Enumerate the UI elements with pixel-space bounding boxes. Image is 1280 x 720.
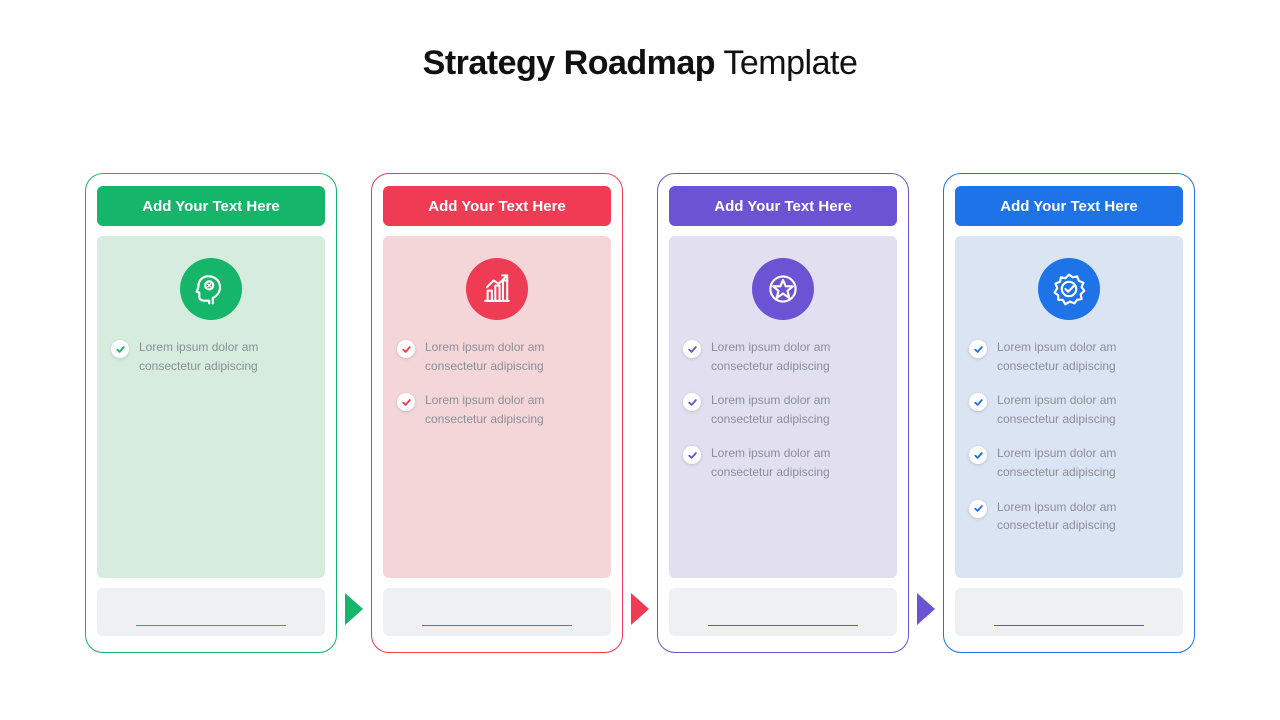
list-item: Lorem ipsum dolor am consectetur adipisc…: [969, 391, 1169, 428]
head-idea-icon: [180, 258, 242, 320]
bullet-text: Lorem ipsum dolor am consectetur adipisc…: [997, 338, 1169, 375]
connector-arrow-icon: [917, 593, 935, 625]
list-item: Lorem ipsum dolor am consectetur adipisc…: [969, 498, 1169, 535]
check-icon: [969, 340, 987, 358]
bullet-text: Lorem ipsum dolor am consectetur adipisc…: [997, 391, 1169, 428]
bullet-list: Lorem ipsum dolor am consectetur adipisc…: [969, 338, 1169, 551]
footer-underline: [708, 625, 858, 626]
slide-title: Strategy Roadmap Template: [0, 44, 1280, 83]
list-item: Lorem ipsum dolor am consectetur adipisc…: [111, 338, 311, 375]
card-frame: Add Your Text Here Lorem ipsum dolor am c…: [943, 173, 1195, 653]
connector-arrow-icon: [631, 593, 649, 625]
card-footer: [97, 588, 325, 636]
card-header: Add Your Text Here: [955, 186, 1183, 226]
card: Add Your Text Here Lorem ipsum dolor am c…: [85, 173, 337, 653]
check-icon: [397, 340, 415, 358]
list-item: Lorem ipsum dolor am consectetur adipisc…: [397, 391, 597, 428]
check-icon: [683, 393, 701, 411]
card: Add Your Text Here Lorem ipsum dolor am c…: [943, 173, 1195, 653]
card-body: Lorem ipsum dolor am consectetur adipisc…: [955, 236, 1183, 578]
bullet-text: Lorem ipsum dolor am consectetur adipisc…: [425, 338, 597, 375]
bullet-text: Lorem ipsum dolor am consectetur adipisc…: [425, 391, 597, 428]
footer-underline: [136, 625, 286, 626]
card-body: Lorem ipsum dolor am consectetur adipisc…: [97, 236, 325, 578]
bullet-text: Lorem ipsum dolor am consectetur adipisc…: [139, 338, 311, 375]
check-icon: [683, 340, 701, 358]
card: Add Your Text Here Lorem ipsum dolor am c…: [657, 173, 909, 653]
bullet-list: Lorem ipsum dolor am consectetur adipisc…: [397, 338, 597, 444]
card-footer: [669, 588, 897, 636]
list-item: Lorem ipsum dolor am consectetur adipisc…: [683, 391, 883, 428]
star-badge-icon: [752, 258, 814, 320]
card-body: Lorem ipsum dolor am consectetur adipisc…: [383, 236, 611, 578]
check-icon: [969, 446, 987, 464]
growth-chart-icon: [466, 258, 528, 320]
title-light: Template: [723, 44, 857, 82]
connector-arrow-icon: [345, 593, 363, 625]
card-footer: [383, 588, 611, 636]
bullet-list: Lorem ipsum dolor am consectetur adipisc…: [111, 338, 311, 391]
list-item: Lorem ipsum dolor am consectetur adipisc…: [683, 338, 883, 375]
bullet-text: Lorem ipsum dolor am consectetur adipisc…: [711, 391, 883, 428]
bullet-text: Lorem ipsum dolor am consectetur adipisc…: [711, 338, 883, 375]
card-footer: [955, 588, 1183, 636]
card-frame: Add Your Text Here Lorem ipsum dolor am c…: [657, 173, 909, 653]
card-header: Add Your Text Here: [383, 186, 611, 226]
list-item: Lorem ipsum dolor am consectetur adipisc…: [969, 444, 1169, 481]
list-item: Lorem ipsum dolor am consectetur adipisc…: [683, 444, 883, 481]
list-item: Lorem ipsum dolor am consectetur adipisc…: [969, 338, 1169, 375]
slide: Strategy Roadmap Template Add Your Text …: [0, 0, 1280, 720]
cards-row: Add Your Text Here Lorem ipsum dolor am c…: [0, 173, 1280, 673]
check-icon: [397, 393, 415, 411]
check-icon: [969, 500, 987, 518]
bullet-text: Lorem ipsum dolor am consectetur adipisc…: [711, 444, 883, 481]
check-icon: [111, 340, 129, 358]
card-header: Add Your Text Here: [669, 186, 897, 226]
card-frame: Add Your Text Here Lorem ipsum dolor am c…: [85, 173, 337, 653]
check-icon: [969, 393, 987, 411]
footer-underline: [422, 625, 572, 626]
card-frame: Add Your Text Here Lorem ipsum dolor am c…: [371, 173, 623, 653]
card-body: Lorem ipsum dolor am consectetur adipisc…: [669, 236, 897, 578]
bullet-text: Lorem ipsum dolor am consectetur adipisc…: [997, 444, 1169, 481]
bullet-list: Lorem ipsum dolor am consectetur adipisc…: [683, 338, 883, 498]
check-icon: [683, 446, 701, 464]
seal-check-icon: [1038, 258, 1100, 320]
title-bold: Strategy Roadmap: [423, 44, 715, 82]
bullet-text: Lorem ipsum dolor am consectetur adipisc…: [997, 498, 1169, 535]
card: Add Your Text Here Lorem ipsum dolor am c…: [371, 173, 623, 653]
card-header: Add Your Text Here: [97, 186, 325, 226]
footer-underline: [994, 625, 1144, 626]
list-item: Lorem ipsum dolor am consectetur adipisc…: [397, 338, 597, 375]
